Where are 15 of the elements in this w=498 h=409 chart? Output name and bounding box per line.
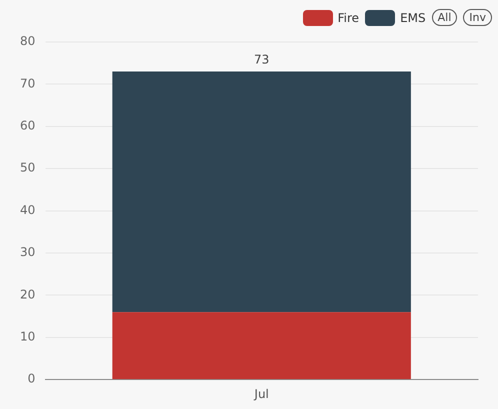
x-tick-label: Jul — [253, 386, 269, 401]
toggle-button: All — [432, 9, 458, 26]
y-tick-label: 0 — [28, 372, 36, 386]
y-tick-label: 20 — [20, 287, 36, 302]
y-tick-label: 70 — [20, 76, 36, 90]
legend-label: Fire — [338, 10, 360, 24]
y-tick-label: 80 — [20, 34, 36, 48]
legend-label: EMS — [400, 10, 426, 24]
toggle-button: Inv — [463, 9, 492, 26]
y-tick-label: 10 — [20, 330, 36, 344]
y-tick-label: 30 — [20, 245, 36, 260]
total-label: 73 — [254, 52, 270, 67]
y-tick-label: 50 — [20, 160, 36, 175]
y-tick-label: 40 — [20, 202, 36, 217]
y-tick-label: 60 — [20, 118, 36, 133]
